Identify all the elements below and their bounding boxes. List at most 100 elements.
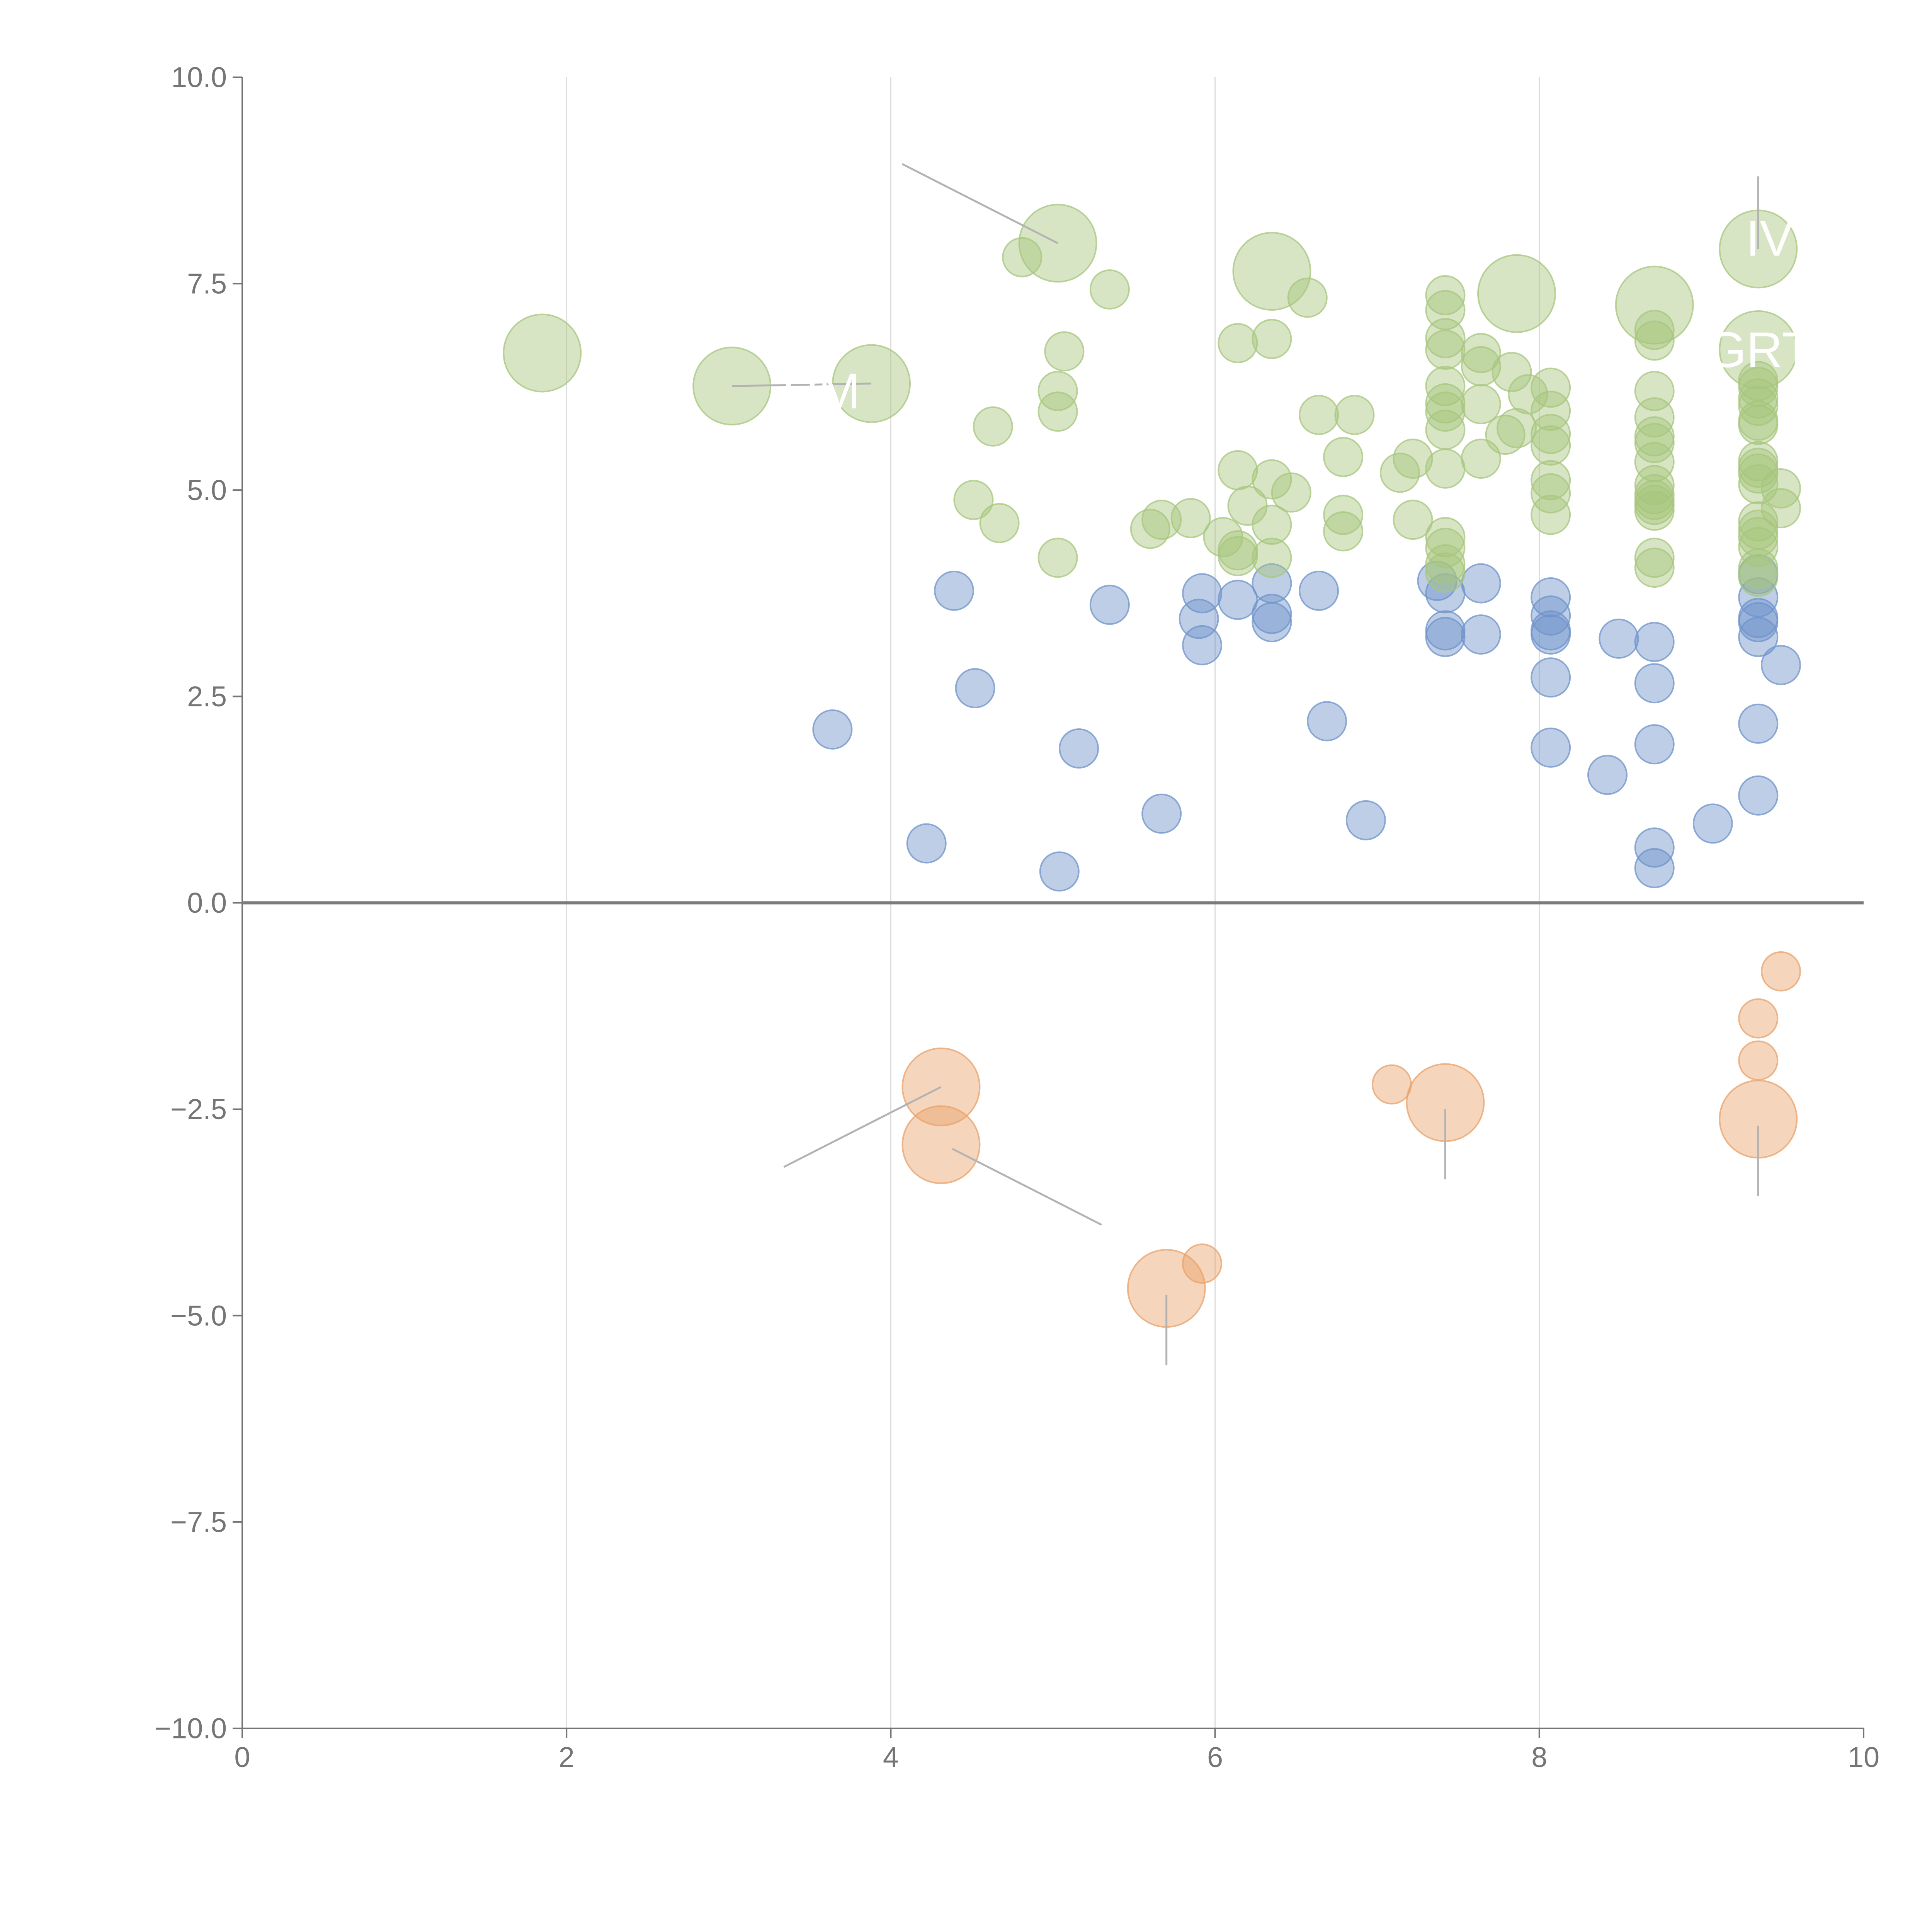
data-point-green <box>979 503 1020 543</box>
data-point-orange <box>1761 951 1801 992</box>
data-point-green <box>1141 500 1182 540</box>
data-point-blue <box>1692 803 1733 844</box>
x-tick-label: 6 <box>1207 1741 1223 1773</box>
data-point-green <box>1044 331 1085 372</box>
data-point-green <box>1634 490 1675 531</box>
data-point-green <box>1531 495 1571 535</box>
data-point-blue <box>1059 728 1099 769</box>
annotation-label: IV <box>1746 210 1793 267</box>
data-point-green <box>1738 527 1779 567</box>
data-point-orange <box>1738 998 1779 1039</box>
data-point-blue <box>1761 645 1801 685</box>
data-point-green <box>1425 275 1466 316</box>
y-tick-label: −7.5 <box>170 1506 227 1538</box>
data-point-blue <box>1425 617 1466 657</box>
data-point-blue <box>1218 580 1258 620</box>
data-point-green <box>1299 395 1339 435</box>
y-tick-label: 5.0 <box>187 474 227 506</box>
data-point-blue <box>812 709 853 750</box>
data-point-green <box>1738 453 1779 494</box>
data-point-green <box>1425 527 1466 568</box>
data-point-blue <box>1738 775 1779 816</box>
data-point-green <box>1218 450 1258 490</box>
y-tick-label: −10.0 <box>155 1713 227 1745</box>
data-point-blue <box>1345 800 1386 840</box>
data-point-blue <box>1461 563 1501 604</box>
data-point-green-large <box>503 313 582 393</box>
data-point-green <box>1425 318 1466 359</box>
data-point-green <box>1634 485 1675 525</box>
data-point-green <box>1738 447 1779 488</box>
data-point-green <box>1508 374 1548 415</box>
data-point-green <box>1425 410 1466 450</box>
data-point-green <box>1531 367 1571 408</box>
data-point-green <box>1634 474 1675 514</box>
data-point-green <box>1738 405 1779 445</box>
data-point-blue <box>1634 724 1675 765</box>
data-point-green <box>1492 352 1532 392</box>
x-tick-label: 2 <box>559 1741 575 1773</box>
data-point-green <box>1218 530 1258 571</box>
data-point-green <box>1089 269 1130 310</box>
data-point-orange <box>1738 1040 1779 1081</box>
y-tick-label: 10.0 <box>171 61 227 94</box>
data-point-blue <box>1738 617 1779 657</box>
data-point-green <box>1738 517 1779 558</box>
annotation-label: RM <box>782 363 860 419</box>
data-point-green <box>1497 408 1537 449</box>
data-point-blue <box>1182 625 1223 665</box>
data-point-green <box>1393 439 1433 479</box>
y-tick-label: −2.5 <box>170 1093 227 1125</box>
data-point-blue <box>1634 848 1675 888</box>
data-point-green <box>1634 537 1675 578</box>
data-point-green <box>1531 425 1571 466</box>
data-point-blue <box>1299 570 1339 611</box>
x-tick-label: 0 <box>234 1741 250 1773</box>
data-point-orange-large <box>901 1105 981 1184</box>
y-tick-label: −5.0 <box>170 1299 227 1332</box>
data-point-green <box>953 480 994 520</box>
data-point-green <box>1738 361 1779 401</box>
data-point-green <box>1531 473 1571 514</box>
x-tick-label: 8 <box>1531 1741 1547 1773</box>
data-point-orange <box>1182 1243 1223 1284</box>
data-point-green-large <box>1477 254 1556 333</box>
y-tick-label: 7.5 <box>187 268 227 300</box>
axes: 10.0 7.5 5.0 2.5 0.0 −2.5 −5.0 −7.5 −10.00 2 4 6 8 10 <box>155 61 1879 1774</box>
data-point-blue <box>1252 594 1292 634</box>
data-point-green <box>1037 537 1078 578</box>
data-point-blue <box>1738 703 1779 744</box>
data-point-green <box>1531 391 1571 431</box>
data-point-green <box>1271 472 1311 513</box>
data-point-green <box>1461 333 1501 373</box>
x-tick-label: 4 <box>883 1741 899 1773</box>
data-point-green <box>1461 384 1501 425</box>
data-point-blue <box>1531 614 1571 655</box>
data-point-blue <box>1089 585 1130 625</box>
data-point-green <box>973 406 1013 447</box>
data-point-green <box>1252 459 1292 500</box>
data-point-blue <box>1182 573 1223 614</box>
data-point-blue <box>955 668 995 709</box>
data-point-green <box>1252 319 1292 359</box>
annotations: IV GRT RM <box>732 163 1812 1365</box>
data-point-blue <box>1531 577 1571 617</box>
data-point-green-large <box>1615 265 1694 345</box>
data-point-blue <box>1039 851 1080 892</box>
data-point-green <box>1334 395 1375 435</box>
data-point-blue <box>906 823 947 864</box>
data-point-green <box>1252 504 1292 545</box>
annotation-label: GRT <box>1707 321 1812 378</box>
data-point-green <box>1252 537 1292 578</box>
data-point-green-large <box>1719 310 1798 389</box>
data-point-green <box>1425 330 1466 370</box>
data-point-green <box>1634 310 1675 350</box>
annotation-leader-line <box>783 1086 942 1168</box>
data-point-green <box>1218 323 1258 363</box>
data-point-green <box>1485 415 1526 455</box>
data-points <box>503 204 1801 1328</box>
annotation-leader-line <box>901 163 1058 244</box>
x-tick-label: 10 <box>1848 1741 1879 1773</box>
